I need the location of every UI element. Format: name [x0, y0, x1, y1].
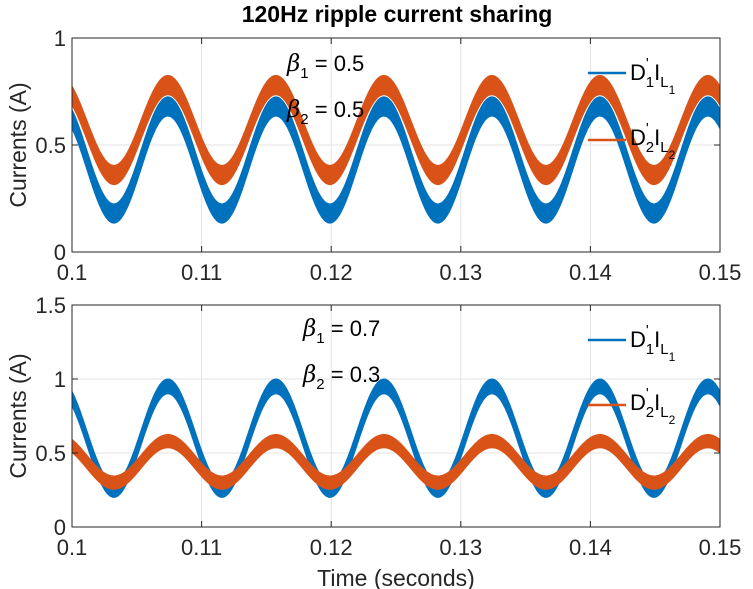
x-tick-label: 0.15	[699, 535, 742, 560]
x-tick-label: 0.14	[569, 260, 612, 285]
plot-bottom-frame	[71, 304, 721, 528]
x-tick-label: 0.12	[310, 260, 353, 285]
x-tick-label: 0.1	[57, 535, 88, 560]
plot-bottom-beta2: β2 = 0.3	[302, 362, 380, 393]
y-tick-label: 1	[54, 26, 66, 51]
plot-bottom-beta1: β1 = 0.7	[302, 316, 380, 347]
y-tick-label: 0	[54, 240, 66, 265]
x-tick-label: 0.1	[57, 260, 88, 285]
plot-bottom-ticks: 0.1 0.11 0.12 0.13 0.14 0.15 0 0.5 1 1.5	[35, 293, 741, 560]
legend-entry-series-1: D' 1IL1	[630, 322, 676, 364]
plot-top-ticks: 0.1 0.11 0.12 0.13 0.14 0.15 0 0.5 1	[35, 26, 741, 285]
y-tick-label: 0	[54, 515, 66, 540]
y-tick-label: 0.5	[35, 133, 66, 158]
x-tick-label: 0.13	[439, 535, 482, 560]
plot-top: 0.1 0.11 0.12 0.13 0.14 0.15 0 0.5 1 Currents (A…	[5, 26, 741, 285]
x-tick-label: 0.15	[699, 260, 742, 285]
plot-top-legend: D' 1IL1 D' 2IL2	[588, 55, 676, 162]
legend-entry-series-2: D' 2IL2	[630, 120, 676, 162]
x-tick-label: 0.13	[439, 260, 482, 285]
plot-bottom: 0.1 0.11 0.12 0.13 0.14 0.15 0 0.5 1 1.5 Currents…	[5, 293, 741, 589]
plot-bottom-ylabel: Currents (A)	[5, 353, 31, 478]
plot-bottom-area	[72, 305, 720, 527]
x-tick-label: 0.11	[181, 260, 222, 285]
legend-entry-series-2: D' 2IL2	[630, 385, 676, 427]
y-tick-label: 0.5	[35, 441, 66, 466]
x-tick-label: 0.14	[569, 535, 612, 560]
plot-bottom-legend: D' 1IL1 D' 2IL2	[588, 322, 676, 427]
plot-bottom-xlabel: Time (seconds)	[317, 565, 475, 589]
plot-top-ylabel: Currents (A)	[5, 82, 31, 207]
plot-top-beta1: β1 = 0.5	[286, 51, 364, 82]
x-tick-label: 0.12	[310, 535, 353, 560]
chart-title: 120Hz ripple current sharing	[242, 1, 553, 27]
y-tick-label: 1.5	[35, 293, 66, 318]
y-tick-label: 1	[54, 367, 66, 392]
x-tick-label: 0.11	[181, 535, 222, 560]
legend-entry-series-1: D' 1IL1	[630, 55, 676, 97]
plot-top-beta2: β2 = 0.5	[286, 97, 364, 128]
